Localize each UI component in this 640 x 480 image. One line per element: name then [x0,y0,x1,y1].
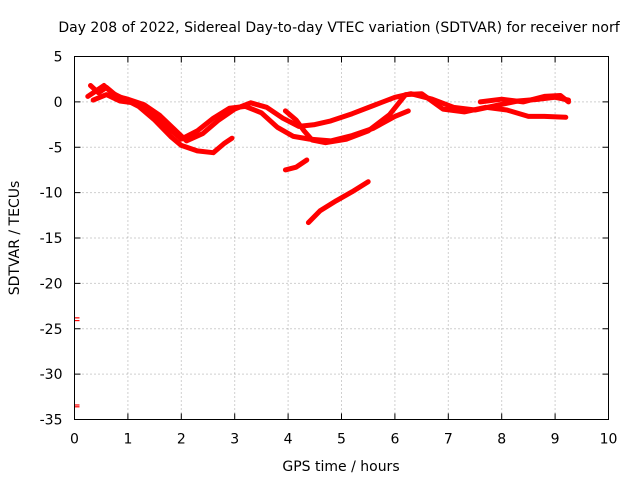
x-tick-label: 5 [337,432,346,448]
series-line-track-1 [85,83,235,156]
x-tick-label: 6 [390,432,399,448]
chart-title: Day 208 of 2022, Sidereal Day-to-day VTE… [58,20,620,36]
x-tick-label: 2 [177,432,186,448]
y-tick-label: 5 [54,50,63,66]
y-tick-label: -10 [40,186,63,202]
y-tick-label: 0 [54,95,63,111]
series-layer [74,83,571,408]
x-tick-label: 7 [444,432,453,448]
axis-ticks [74,56,609,420]
series-line-track-2 [88,83,571,144]
y-tick-label: -30 [40,367,63,383]
x-tick-label: 3 [230,432,239,448]
x-tick-label: 1 [123,432,132,448]
x-axis-title: GPS time / hours [282,459,399,475]
x-tick-label: 8 [497,432,506,448]
series-line-track-5 [477,93,571,105]
y-tick-label: -20 [40,276,63,292]
x-tick-label: 9 [551,432,560,448]
y-tick-label: -25 [40,322,63,338]
x-tick-label: 0 [70,432,79,448]
y-tick-label: -5 [49,140,63,156]
series-line-track-4 [282,91,569,146]
series-line-track-6 [282,157,310,173]
tick-labels: 0 1 2 3 4 5 6 7 8 9 10 5 0 -5 -10 -15 -20 -25 -30 -35 [40,50,618,448]
y-tick-label: -35 [40,413,63,429]
y-tick-label: -15 [40,231,63,247]
y-axis-title: SDTVAR / TECUs [7,181,23,296]
grid-lines [74,56,609,420]
series-line-track-7 [305,179,371,226]
x-tick-label: 10 [600,432,618,448]
x-tick-label: 4 [284,432,293,448]
